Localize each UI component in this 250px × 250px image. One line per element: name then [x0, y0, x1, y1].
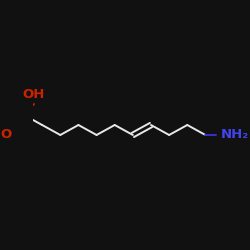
Text: O: O — [0, 128, 11, 141]
Text: OH: OH — [23, 88, 45, 101]
Text: NH₂: NH₂ — [221, 128, 249, 141]
